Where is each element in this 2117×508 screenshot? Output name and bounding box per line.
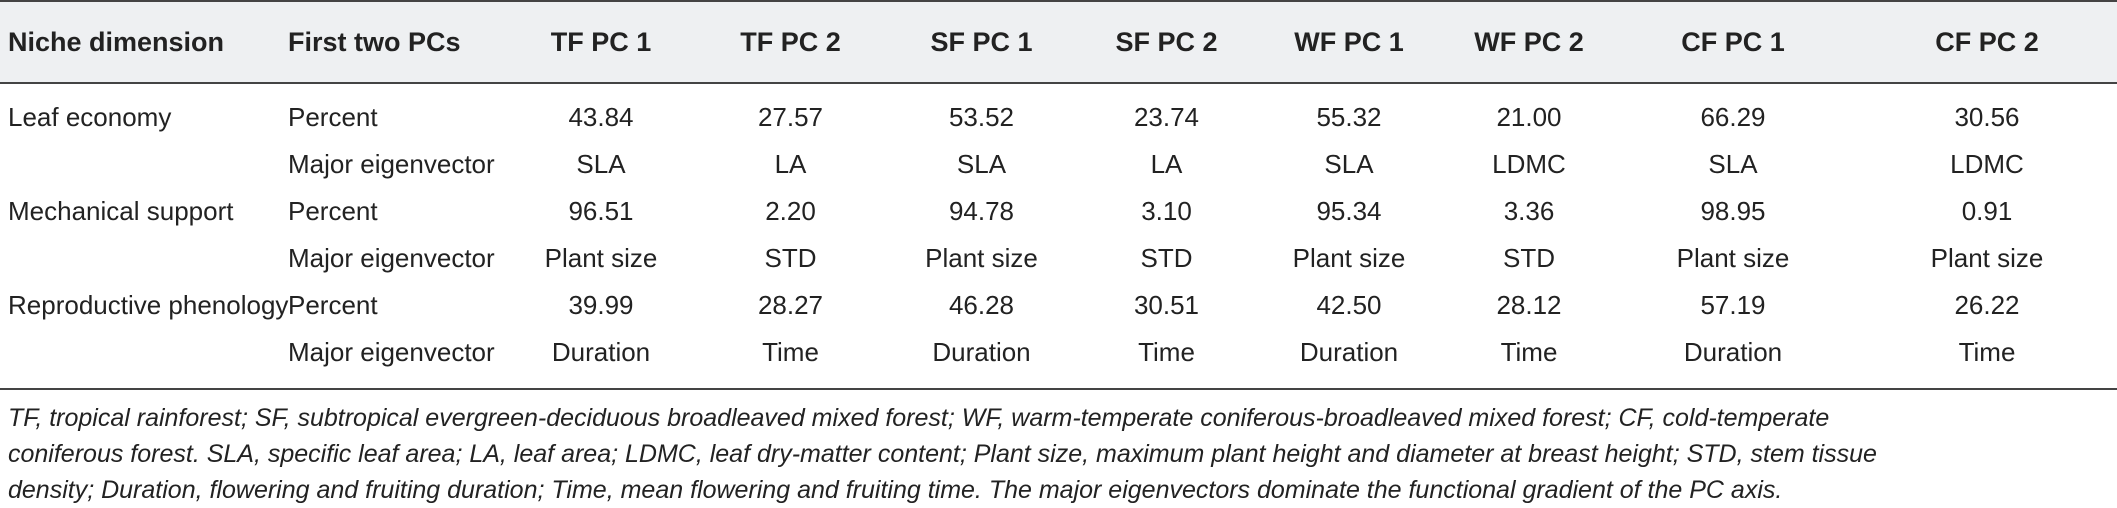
column-header: TF PC 2 [740,26,841,57]
table-cell-pc-label: Major eigenvector [288,337,495,367]
table-cell: Time [1500,337,1558,367]
table-cell: 3.10 [1141,196,1192,226]
table-cell-dimension: Reproductive phenology [8,290,289,320]
table-cell: STD [1503,243,1555,273]
table-cell: STD [764,243,817,273]
table-cell: 0.91 [1961,196,2013,226]
table-cell: LDMC [1492,149,1566,179]
column-header: WF PC 2 [1474,26,1584,57]
table-row: Leaf economy Percent 43.84 27.57 53.52 2… [0,83,2117,141]
table-cell: Plant size [925,243,1038,273]
table-row: Reproductive phenology Percent 39.99 28.… [0,282,2117,329]
table-cell: Time [762,337,819,367]
table-cell: 23.74 [1133,102,1200,132]
table-cell: STD [1140,243,1193,273]
table-cell: 42.50 [1316,290,1382,320]
table-cell: SLA [1708,149,1758,179]
table-cell: 66.29 [1700,102,1766,132]
table-row: Mechanical support Percent 96.51 2.20 94… [0,188,2117,235]
table-cell: Plant size [1292,243,1406,273]
table-cell: 27.57 [757,102,824,132]
table-cell: Duration [932,337,1031,367]
table-cell: SLA [956,149,1007,179]
table-cell: 28.12 [1496,290,1562,320]
column-header: SF PC 2 [1115,26,1218,57]
table-cell-dimension: Leaf economy [8,102,172,132]
table-cell-pc-label: Major eigenvector [288,149,495,179]
table-cell: Plant size [1676,243,1790,273]
table-cell: LDMC [1950,149,2024,179]
column-header: TF PC 1 [550,26,652,57]
table-cell: Plant size [1930,243,2044,273]
table-cell: Time [1958,337,2016,367]
table-header-row: Niche dimension First two PCs TF PC 1 TF… [0,1,2117,83]
table-cell: Duration [551,337,651,367]
table-cell: 94.78 [948,196,1015,226]
table-row: Major eigenvector Duration Time Duration… [0,329,2117,389]
table-cell-dimension [0,141,280,188]
column-header: First two PCs [288,26,461,57]
table-cell: 21.00 [1496,102,1562,132]
table-cell: LA [1150,149,1183,179]
column-header: Niche dimension [8,26,225,57]
table-cell: 57.19 [1700,290,1766,320]
table-cell: SLA [1324,149,1374,179]
table-cell: 43.84 [568,102,634,132]
table-cell: 95.34 [1316,196,1382,226]
table-cell: Plant size [544,243,658,273]
table-cell-pc-label: Percent [288,290,378,320]
table-cell: Duration [1299,337,1399,367]
table-cell: 2.20 [765,196,816,226]
table-cell: 28.27 [757,290,824,320]
column-header: WF PC 1 [1294,26,1404,57]
table-cell: 53.52 [948,102,1015,132]
table-cell-pc-label: Percent [288,196,378,226]
column-header: CF PC 1 [1681,26,1785,57]
table-cell: 96.51 [568,196,634,226]
table-cell-dimension [0,329,280,389]
table-cell-pc-label: Percent [288,102,378,132]
table-cell: Duration [1683,337,1783,367]
table-cell: Time [1138,337,1195,367]
table-cell: LA [774,149,807,179]
pc-analysis-table: Niche dimension First two PCs TF PC 1 TF… [0,1,2117,389]
footnote-line: TF, tropical rainforest; SF, subtropical… [8,404,1830,432]
table-cell-dimension [0,235,280,282]
table-cell: 26.22 [1954,290,2020,320]
table-row: Major eigenvector SLA LA SLA LA SLA LDMC… [0,141,2117,188]
table-cell: 55.32 [1316,102,1382,132]
table-cell-dimension: Mechanical support [8,196,234,226]
table-cell: 39.99 [568,290,634,320]
table-cell: 30.51 [1133,290,1200,320]
table-cell: 46.28 [948,290,1015,320]
table-cell-pc-label: Major eigenvector [288,243,495,273]
column-header: CF PC 2 [1935,26,2039,57]
table-cell: SLA [576,149,626,179]
footnote-line: density; Duration, flowering and fruitin… [8,476,1783,504]
column-header: SF PC 1 [930,26,1033,57]
footnote-line: coniferous forest. SLA, specific leaf ar… [8,440,1877,468]
table-cell: 30.56 [1954,102,2020,132]
table-cell: 98.95 [1700,196,1766,226]
table-footnote: TF, tropical rainforest; SF, subtropical… [0,390,2117,508]
table-row: Major eigenvector Plant size STD Plant s… [0,235,2117,282]
table-cell: 3.36 [1503,196,1555,226]
